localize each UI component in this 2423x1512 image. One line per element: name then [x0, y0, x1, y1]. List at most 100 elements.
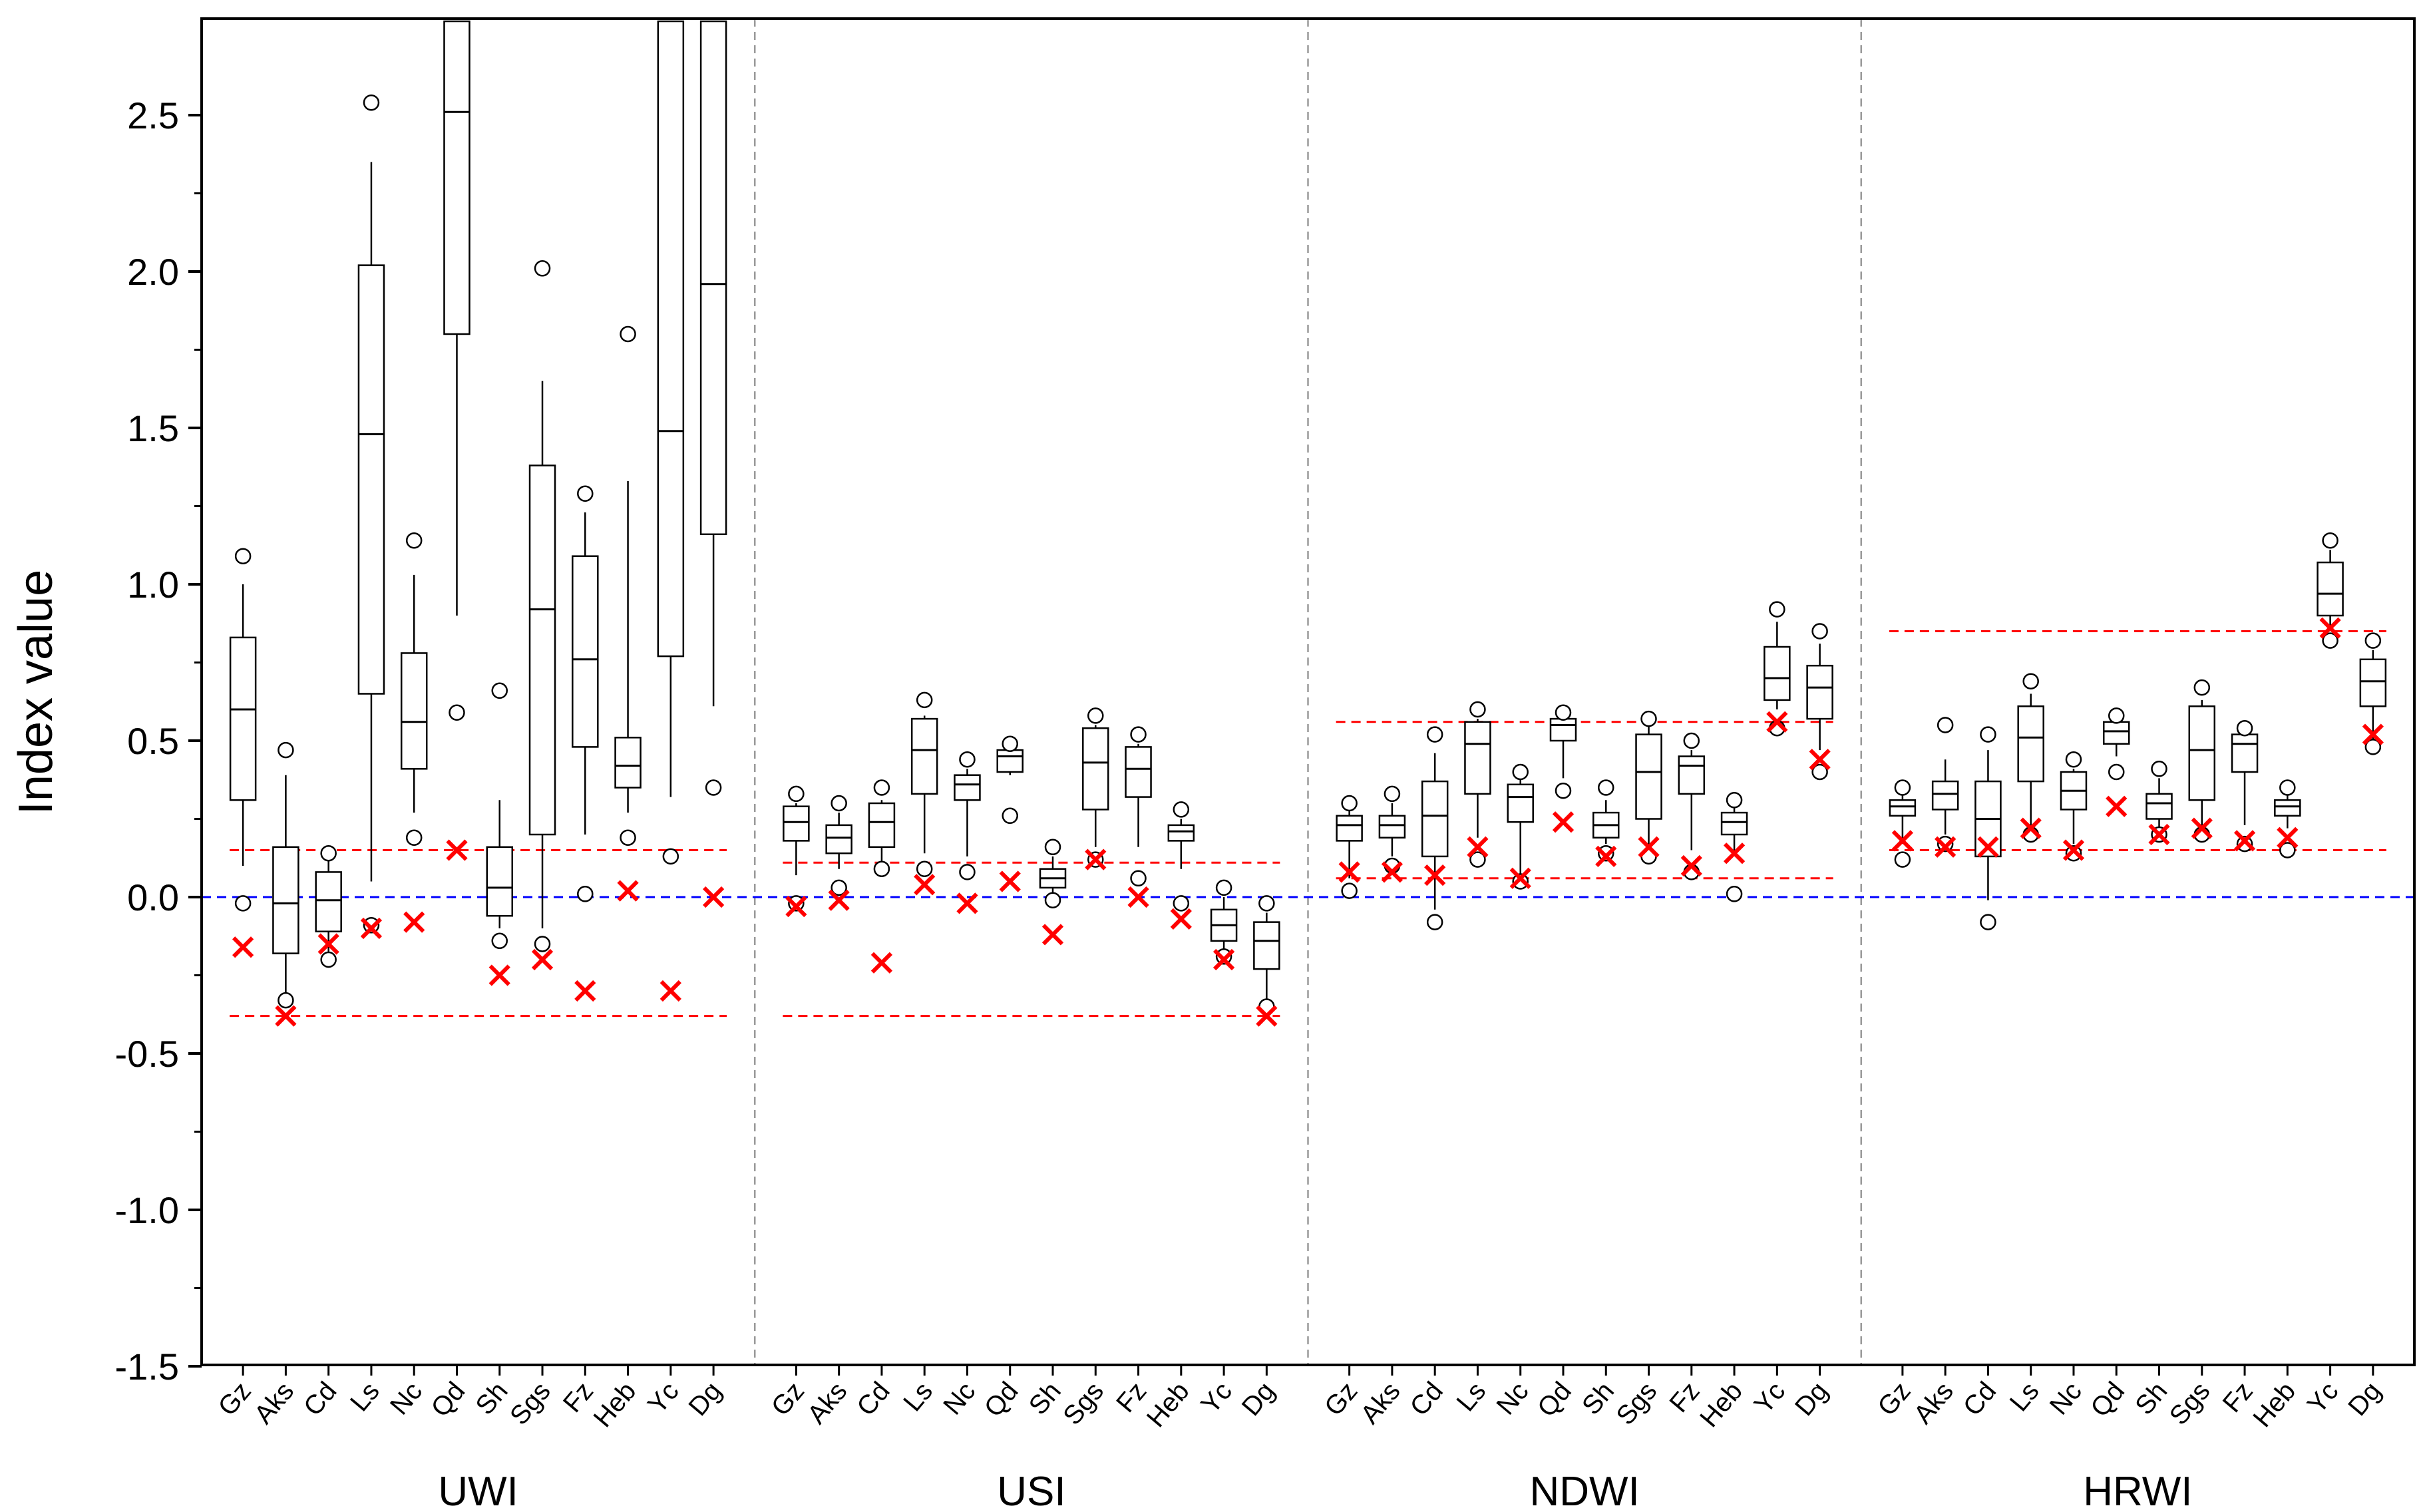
outlier-point: [2364, 632, 2382, 649]
outlier-point: [363, 94, 380, 111]
outlier-point: [2322, 632, 2338, 649]
box-cd: [315, 845, 342, 968]
box-sgs: [1082, 707, 1109, 870]
x-tick-label: Aks: [1908, 1377, 1959, 1429]
outlier-point: [1894, 779, 1911, 796]
iqr-box: [1549, 717, 1577, 742]
sample-marker: [1891, 830, 1914, 852]
iqr-box: [2145, 793, 2173, 820]
x-tick-label: Cd: [1958, 1377, 2002, 1421]
sample-marker-stroke: [360, 917, 383, 940]
sample-marker: [1085, 849, 1107, 870]
outlier-point: [1341, 795, 1358, 812]
iqr-box: [1720, 811, 1748, 836]
box-yc: [657, 20, 685, 1002]
sample-marker: [914, 874, 936, 896]
outlier-point: [873, 860, 890, 877]
iqr-box: [2317, 561, 2344, 617]
box-heb: [1720, 792, 1748, 902]
sample-marker-stroke: [2148, 823, 2170, 846]
outlier-point: [1512, 763, 1529, 781]
box-qd: [443, 20, 470, 861]
box-ls: [1464, 701, 1491, 868]
sample-marker-stroke: [2106, 795, 2128, 817]
sample-marker: [2233, 830, 2256, 852]
sample-marker-stroke: [2233, 830, 2256, 852]
sample-marker: [1381, 861, 1403, 883]
iqr-box: [2359, 658, 2387, 707]
outlier-point: [320, 845, 337, 862]
box-fz: [572, 485, 599, 1002]
sample-marker-stroke: [531, 948, 554, 971]
outlier-point: [1426, 726, 1443, 743]
box-dg: [2359, 632, 2387, 755]
iqr-box: [1167, 824, 1195, 842]
outlier-point: [1426, 914, 1443, 930]
sample-marker-stroke: [1424, 864, 1446, 886]
iqr-box: [1336, 815, 1363, 842]
outlier-point: [2279, 779, 2296, 796]
sample-marker-stroke: [1256, 1005, 1278, 1027]
outlier-point: [1894, 851, 1911, 868]
outlier-point: [1598, 779, 1614, 796]
x-tick-label: Heb: [2247, 1377, 2301, 1433]
sample-marker-stroke: [1638, 836, 1660, 858]
box-ls: [357, 94, 385, 940]
x-tick-label: Ls: [898, 1377, 938, 1418]
x-tick-label: Aks: [802, 1377, 853, 1429]
outlier-point: [534, 936, 551, 952]
outlier-point: [1937, 717, 1954, 733]
group-label: UWI: [438, 1469, 518, 1512]
x-tick-label: Gz: [1872, 1377, 1917, 1421]
sample-marker: [531, 948, 554, 971]
outlier-point: [491, 932, 508, 950]
sample-marker-stroke: [2191, 817, 2213, 839]
x-tick-label: Yc: [1195, 1377, 1238, 1419]
outlier-point: [1469, 701, 1486, 718]
box-dg: [1806, 623, 1833, 781]
iqr-box: [2017, 705, 2044, 783]
sample-marker-stroke: [1212, 948, 1235, 971]
outlier-point: [278, 741, 294, 759]
sample-marker: [1638, 836, 1660, 858]
box-aks: [272, 741, 299, 1027]
box-yc: [1210, 879, 1238, 971]
sample-marker-stroke: [1809, 749, 1831, 771]
sample-marker: [1212, 948, 1235, 971]
sample-marker: [999, 870, 1021, 892]
sample-marker-stroke: [1041, 924, 1064, 946]
box-aks: [1931, 717, 1959, 858]
outlier-point: [2193, 679, 2211, 696]
box-sgs: [1635, 710, 1662, 865]
iqr-box: [1764, 646, 1791, 701]
outlier-point: [788, 895, 805, 912]
sample-marker: [1170, 908, 1192, 930]
outlier-point: [577, 485, 594, 502]
sample-marker: [1127, 886, 1149, 908]
x-tick-label: Aks: [249, 1377, 300, 1429]
outlier-point: [1384, 785, 1401, 803]
box-fz: [1125, 726, 1152, 908]
x-tick-label: Qd: [1532, 1377, 1577, 1423]
outlier-point: [831, 795, 847, 812]
sample-marker: [2191, 817, 2213, 839]
x-tick-label: Nc: [2044, 1377, 2088, 1421]
outlier-point: [363, 917, 380, 934]
outlier-point: [916, 860, 933, 877]
outlier-point: [405, 829, 423, 846]
sample-marker-stroke: [1935, 836, 1957, 858]
outlier-point: [662, 848, 679, 865]
outlier-point: [2108, 707, 2125, 724]
sample-marker: [659, 980, 681, 1002]
box-sh: [1592, 779, 1620, 868]
x-tick-label: Yc: [642, 1377, 685, 1419]
outlier-point: [577, 886, 594, 902]
outlier-point: [2065, 751, 2082, 768]
outlier-point: [916, 691, 933, 709]
outlier-point: [1980, 914, 1996, 930]
iqr-box: [868, 802, 896, 849]
outlier-point: [405, 532, 423, 549]
sample-marker-stroke: [317, 933, 339, 955]
x-tick-label: Qd: [979, 1377, 1024, 1423]
